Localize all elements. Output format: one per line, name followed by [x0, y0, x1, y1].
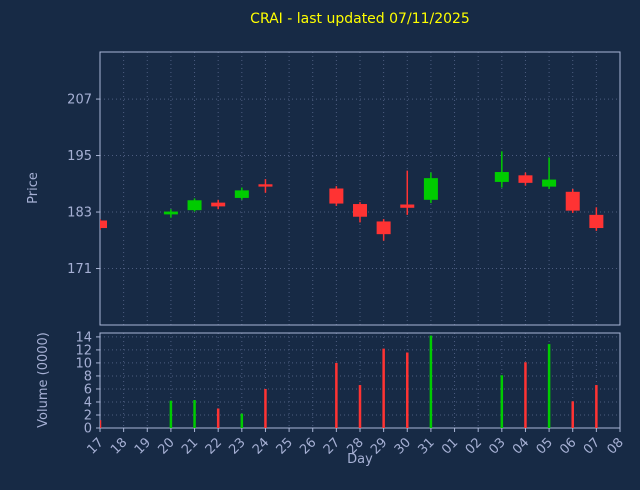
day-tick-label: 06 [557, 435, 579, 457]
day-tick-label: 25 [274, 435, 296, 457]
volume-bar-28 [358, 385, 362, 428]
day-tick-label: 01 [439, 435, 461, 457]
day-tick-label: 27 [321, 435, 343, 457]
day-tick-label: 17 [85, 435, 107, 457]
day-tick-label: 02 [463, 435, 485, 457]
candle-body-04 [518, 175, 533, 183]
day-tick-label: 23 [226, 435, 248, 457]
volume-bar-04 [524, 362, 527, 428]
volume-bar-30 [406, 352, 409, 428]
price-tick-label: 183 [67, 206, 92, 221]
axes-spine [99, 51, 621, 326]
day-tick-label: 30 [392, 435, 414, 457]
candle-body-22 [211, 202, 226, 207]
price-tick-label: 195 [67, 149, 92, 164]
candle-body-21 [187, 200, 202, 211]
candlesticks [100, 151, 604, 241]
day-tick-label: 18 [108, 435, 130, 457]
candle-body-05 [542, 179, 557, 187]
volume-tick-label: 12 [75, 343, 92, 358]
candle-body-20 [163, 211, 178, 215]
day-tick-label: 28 [345, 435, 367, 457]
candle-body-17 [100, 220, 107, 229]
volume-tick-label: 0 [84, 422, 92, 437]
candle-body-29 [376, 221, 391, 235]
day-tick-label: 24 [250, 435, 272, 457]
day-tick-label: 03 [486, 435, 508, 457]
volume-bar-21 [193, 400, 196, 428]
candle-body-27 [329, 188, 344, 204]
price-tick-label: 171 [67, 262, 92, 277]
stock-chart-figure: CRAI - last updated 07/11/2025 Price Vol… [26, 11, 627, 467]
candle-body-30 [400, 204, 415, 208]
volume-bar-05 [547, 344, 551, 428]
day-tick-label: 21 [179, 435, 201, 457]
volume-bar-31 [429, 335, 433, 428]
price-tick-label: 207 [67, 93, 92, 108]
day-tick-label: 26 [297, 435, 319, 457]
volume-bar-23 [240, 413, 244, 428]
volume-tick-label: 2 [84, 408, 92, 423]
candle-body-23 [234, 190, 249, 198]
chart-title: CRAI - last updated 07/11/2025 [250, 11, 470, 27]
volume-bar-20 [169, 400, 173, 428]
volume-bar-17 [100, 420, 102, 428]
day-tick-label: 22 [203, 435, 225, 457]
day-axis-label: Day [347, 452, 373, 467]
day-tick-label: 31 [415, 435, 437, 457]
day-tick-label: 20 [155, 435, 177, 457]
day-tick-label: 07 [581, 435, 603, 457]
volume-bar-27 [335, 362, 338, 428]
volume-tick-label: 10 [75, 356, 92, 371]
candle-body-03 [494, 172, 509, 182]
day-tick-label: 19 [132, 435, 154, 457]
day-tick-label: 08 [605, 435, 627, 457]
volume-bar-06 [571, 401, 574, 428]
volume-bar-24 [264, 388, 267, 428]
day-tick-label: 04 [510, 435, 532, 457]
day-tick-label: 29 [368, 435, 390, 457]
volume-bar-07 [595, 385, 598, 428]
volume-bar-29 [382, 348, 385, 428]
volume-tick-label: 14 [75, 330, 92, 345]
volume-bar-03 [500, 375, 504, 428]
candle-body-28 [353, 204, 367, 217]
day-tick-label: 05 [534, 435, 556, 457]
volume-tick-label: 4 [84, 395, 92, 410]
candle-body-07 [589, 214, 604, 229]
volume-tick-label: 6 [84, 382, 92, 397]
candle-body-31 [423, 178, 438, 200]
candle-body-24 [258, 184, 273, 187]
candle-body-06 [565, 191, 580, 211]
volume-bar-22 [216, 408, 220, 428]
volume-tick-label: 8 [84, 369, 92, 384]
volume-bars [100, 335, 598, 428]
